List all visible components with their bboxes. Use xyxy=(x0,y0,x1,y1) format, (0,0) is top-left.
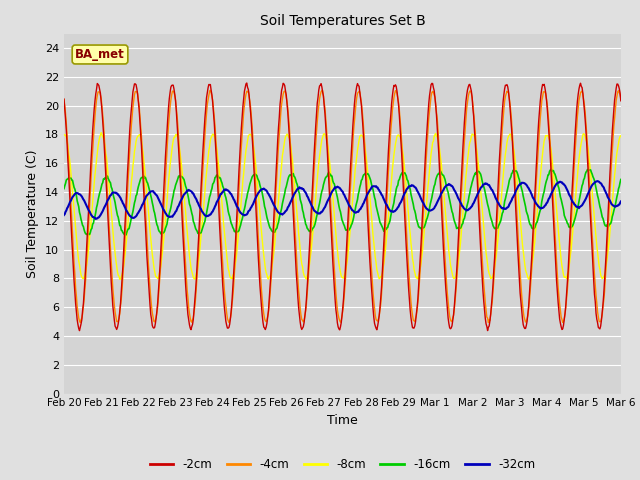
Text: BA_met: BA_met xyxy=(75,48,125,61)
Y-axis label: Soil Temperature (C): Soil Temperature (C) xyxy=(26,149,39,278)
Title: Soil Temperatures Set B: Soil Temperatures Set B xyxy=(260,14,425,28)
Legend: -2cm, -4cm, -8cm, -16cm, -32cm: -2cm, -4cm, -8cm, -16cm, -32cm xyxy=(145,454,540,476)
X-axis label: Time: Time xyxy=(327,414,358,427)
